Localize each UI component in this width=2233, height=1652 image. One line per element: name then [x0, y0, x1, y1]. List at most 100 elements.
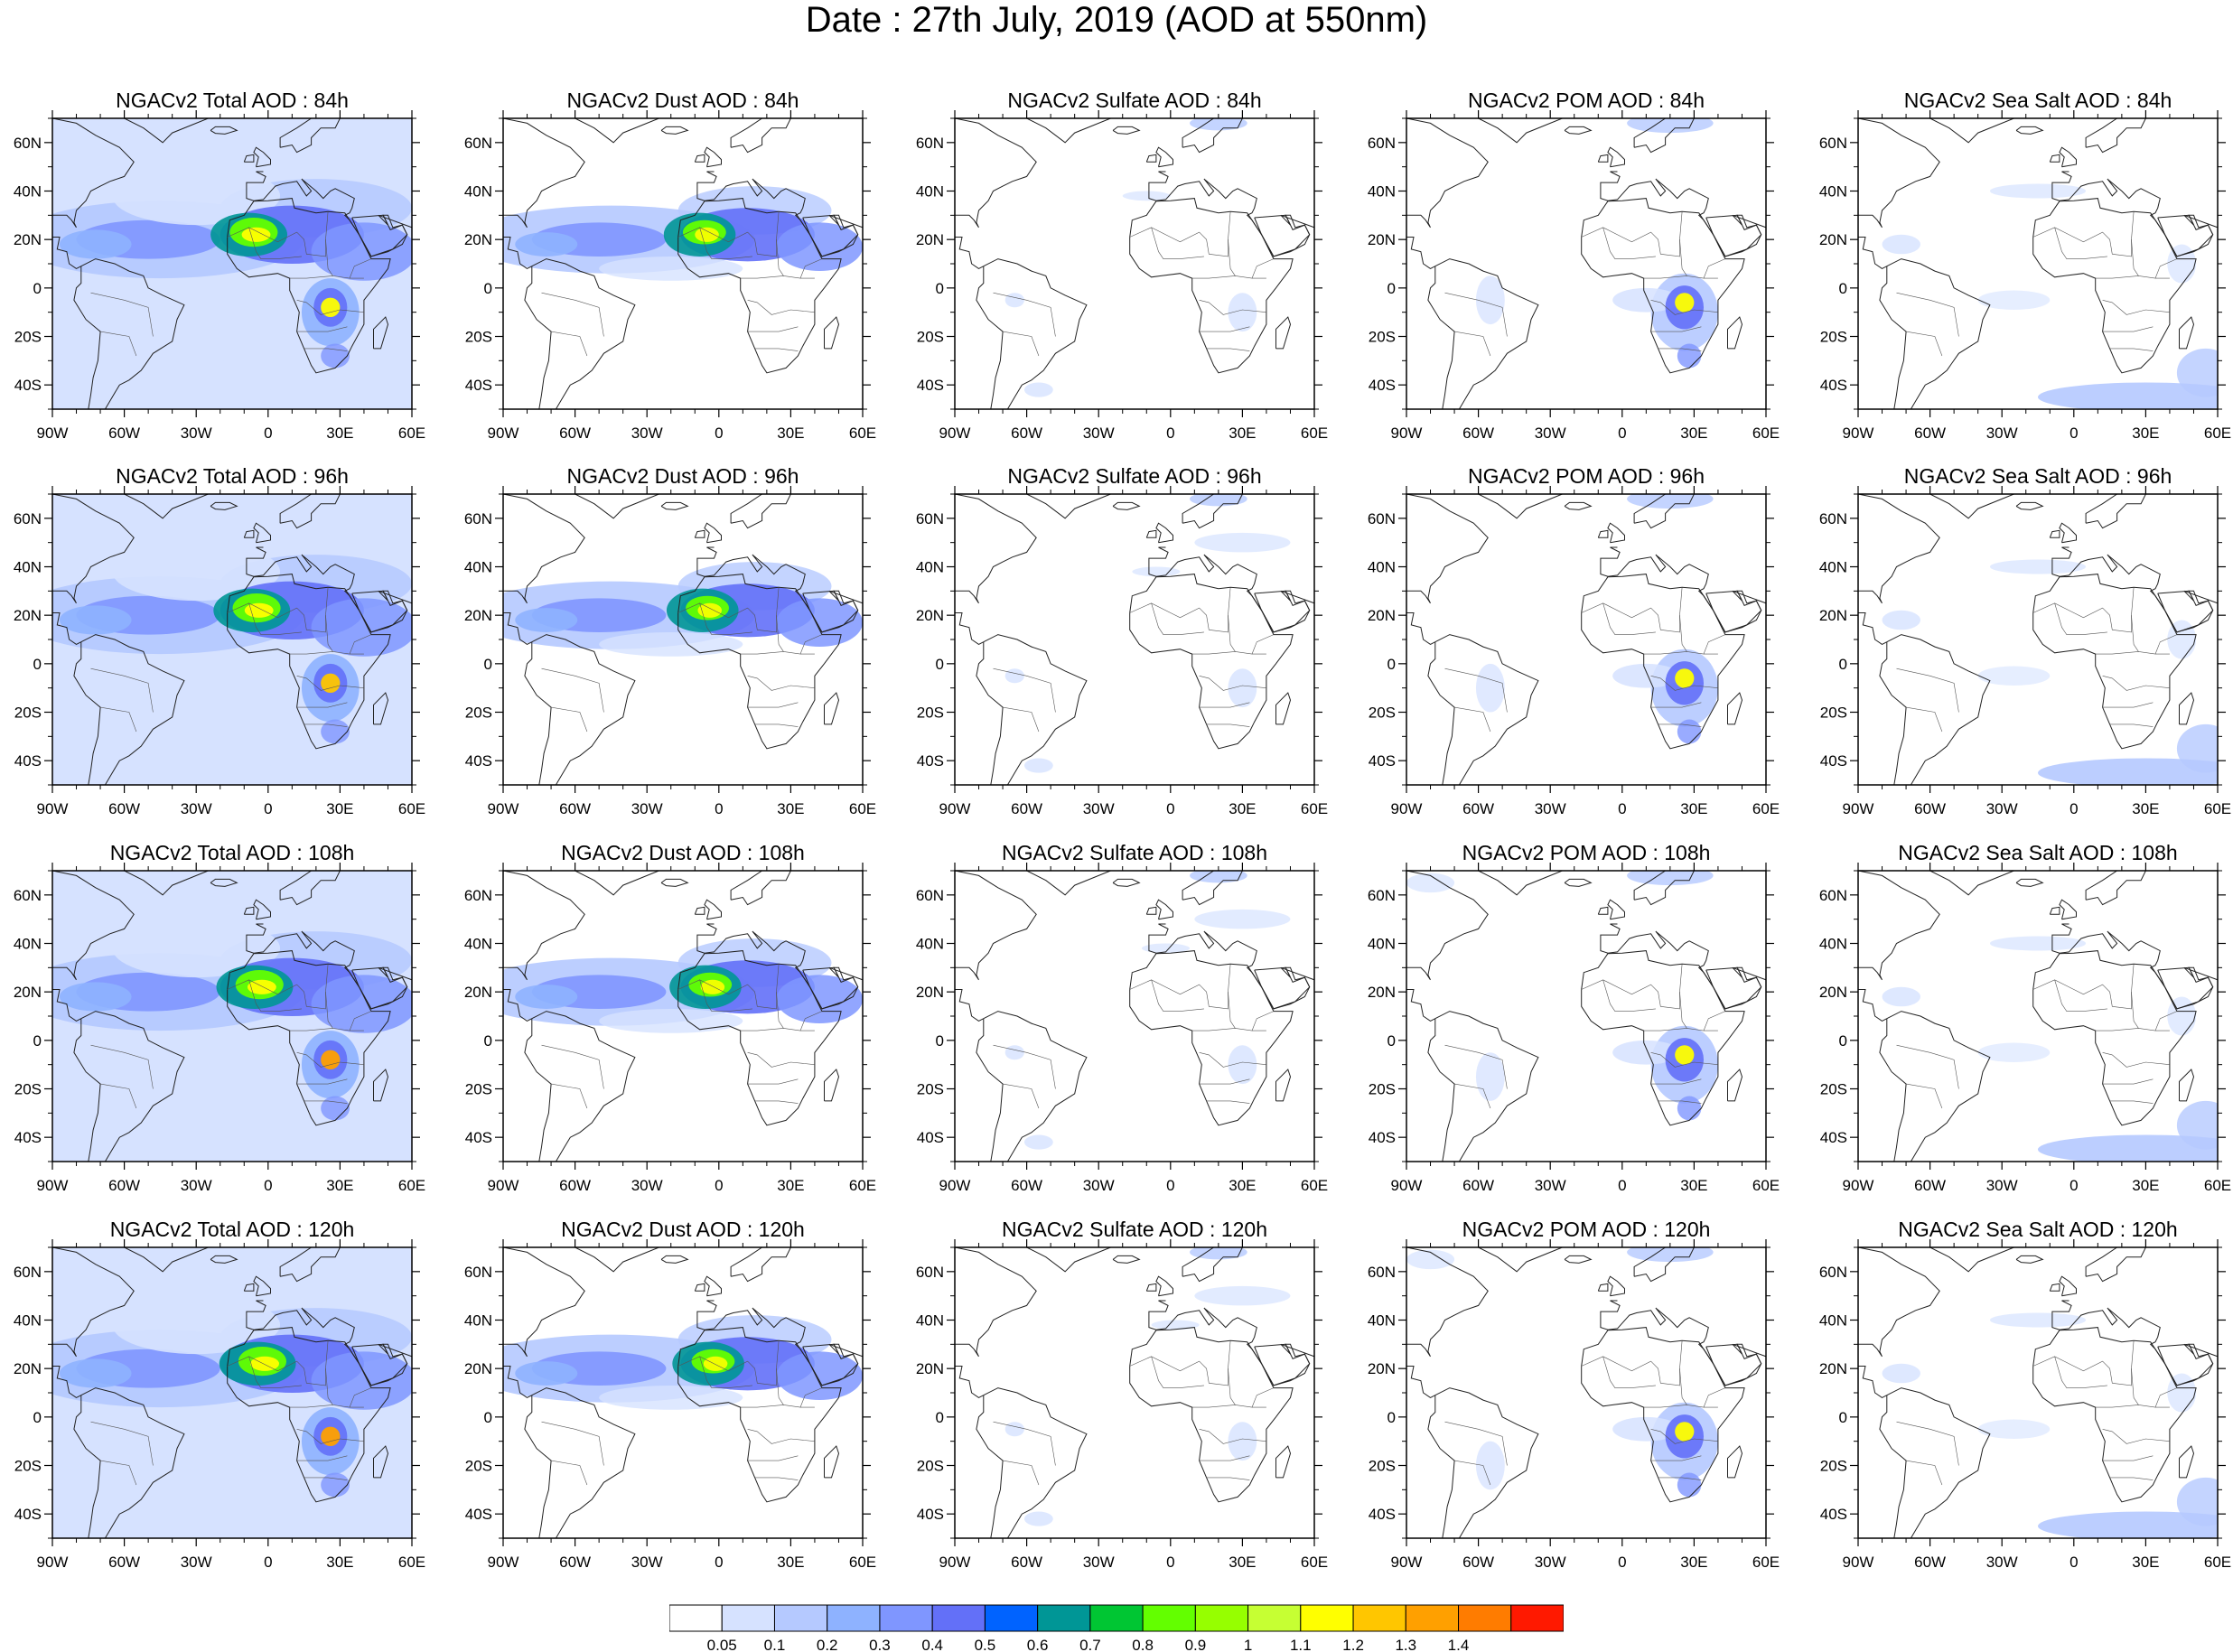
lon-tick-label: 0: [2069, 1177, 2078, 1194]
lat-tick-label: 20S: [14, 1458, 42, 1475]
lat-tick-label: 40S: [465, 377, 492, 394]
panel-title: NGACv2 Sulfate AOD : 120h: [1002, 1218, 1267, 1241]
lat-tick-label: 60N: [14, 510, 42, 527]
lon-tick-label: 60E: [398, 1554, 425, 1571]
lon-tick-label: 60W: [1462, 1554, 1494, 1571]
colorbar-label: 0.3: [869, 1637, 891, 1652]
aod-field: [1004, 871, 1291, 1150]
lon-tick-label: 90W: [1391, 1177, 1423, 1194]
lat-tick-label: 20S: [465, 705, 492, 722]
panel-title: NGACv2 Total AOD : 96h: [116, 464, 349, 488]
map-panel-total-108h: NGACv2 Total AOD : 108h 60N 40N 20N 0 20S 40S 9…: [14, 841, 425, 1194]
lon-tick-label: 0: [2069, 425, 2078, 442]
colorbar-label: 1.4: [1448, 1637, 1470, 1652]
coastlines: [52, 1247, 412, 1538]
colorbar-swatch: [1352, 1604, 1406, 1632]
lat-tick-label: 40N: [916, 559, 944, 576]
lon-tick-label: 60W: [1011, 1554, 1042, 1571]
coastlines: [52, 494, 412, 785]
lat-tick-label: 20S: [1369, 705, 1396, 722]
map-panel-total-120h: NGACv2 Total AOD : 120h 60N 40N 20N 0 20S 40S 9…: [14, 1218, 425, 1571]
lon-tick-label: 0: [715, 1177, 723, 1194]
coastlines: [52, 118, 412, 409]
lat-tick-label: 0: [484, 280, 492, 297]
aod-field: [52, 118, 412, 409]
lat-tick-label: 40S: [465, 1129, 492, 1146]
lat-tick-label: 40N: [1368, 559, 1396, 576]
lon-tick-label: 90W: [1843, 1177, 1874, 1194]
lat-tick-label: 40S: [1820, 1129, 1847, 1146]
lon-tick-label: 0: [715, 1554, 723, 1571]
colorbar-swatch: [879, 1604, 933, 1632]
lon-tick-label: 60E: [398, 800, 425, 817]
lat-tick-label: 40S: [1369, 1129, 1396, 1146]
panel-title: NGACv2 Sulfate AOD : 108h: [1002, 841, 1267, 864]
colorbar-swatch: [1458, 1604, 1512, 1632]
panel-title: NGACv2 POM AOD : 96h: [1468, 464, 1705, 488]
lat-tick-label: 20S: [14, 1081, 42, 1098]
lat-tick-label: 20N: [14, 984, 42, 1001]
map-frame: [1406, 117, 1767, 410]
lat-tick-label: 40S: [917, 752, 944, 770]
lat-tick-label: 20N: [464, 1360, 492, 1377]
aod-field: [1004, 1247, 1291, 1526]
lat-tick-label: 60N: [1819, 887, 1847, 904]
coastlines: [1858, 494, 2218, 785]
lat-tick-label: 20N: [1819, 607, 1847, 624]
lon-tick-label: 30E: [777, 425, 804, 442]
lon-tick-label: 0: [1166, 425, 1174, 442]
lon-tick-label: 30E: [2132, 1177, 2159, 1194]
lat-tick-label: 60N: [916, 1264, 944, 1281]
lon-tick-label: 60E: [398, 425, 425, 442]
map-frame: [1857, 117, 2219, 410]
lon-tick-label: 0: [1166, 800, 1174, 817]
lat-tick-label: 40S: [465, 752, 492, 770]
aod-field: [1882, 936, 2218, 1162]
figure-title: Date : 27th July, 2019 (AOD at 550nm): [805, 0, 1428, 40]
lat-tick-label: 60N: [1819, 510, 1847, 527]
lon-tick-label: 90W: [939, 1177, 971, 1194]
lon-tick-label: 90W: [1391, 800, 1423, 817]
aod-field: [503, 562, 863, 657]
aod-field: [503, 1315, 863, 1410]
colorbar-swatch: [669, 1604, 723, 1632]
lat-tick-label: 60N: [464, 887, 492, 904]
coastlines: [1858, 118, 2218, 409]
lon-tick-label: 30E: [1680, 425, 1707, 442]
lon-tick-label: 60W: [559, 800, 591, 817]
aod-field: [1882, 183, 2218, 409]
coastlines: [1858, 871, 2218, 1162]
lat-tick-label: 0: [33, 1032, 42, 1050]
panel-title: NGACv2 Total AOD : 120h: [110, 1218, 355, 1241]
coastlines: [955, 1247, 1314, 1538]
panel-title: NGACv2 Sea Salt AOD : 96h: [1904, 464, 2172, 488]
lat-tick-label: 40N: [1819, 559, 1847, 576]
panel-title: NGACv2 Sulfate AOD : 84h: [1007, 89, 1261, 112]
lat-tick-label: 40N: [1819, 1312, 1847, 1330]
lon-tick-label: 0: [1166, 1177, 1174, 1194]
colorbar-label: 0.9: [1185, 1637, 1207, 1652]
lon-tick-label: 60W: [1011, 425, 1042, 442]
colorbar-label: 0.5: [975, 1637, 996, 1652]
lon-tick-label: 60W: [1462, 425, 1494, 442]
lon-tick-label: 30W: [181, 800, 212, 817]
lon-tick-label: 90W: [488, 800, 519, 817]
lat-tick-label: 40N: [464, 936, 492, 953]
lat-tick-label: 0: [1839, 656, 1847, 673]
lon-tick-label: 30E: [777, 800, 804, 817]
lon-tick-label: 0: [1618, 425, 1626, 442]
lon-tick-label: 30W: [631, 1177, 663, 1194]
lon-tick-label: 30W: [1986, 1177, 2018, 1194]
lon-tick-label: 0: [1618, 1554, 1626, 1571]
lon-tick-label: 60W: [108, 800, 140, 817]
coastlines: [503, 494, 863, 785]
lat-tick-label: 0: [484, 1032, 492, 1050]
colorbar: 0.05 0.1 0.2 0.3 0.4 0.5 0.6 0.7 0.8 0.9 1 1.1 1.2 1.…: [669, 1604, 1564, 1652]
lon-tick-label: 30E: [777, 1177, 804, 1194]
lon-tick-label: 60E: [849, 800, 876, 817]
aod-field: [1475, 118, 1718, 369]
panel-title: NGACv2 POM AOD : 120h: [1462, 1218, 1711, 1241]
lat-tick-label: 40N: [1368, 1312, 1396, 1330]
map-panel-total-84h: NGACv2 Total AOD : 84h 60N 40N 20N 0 20S 40S 90…: [14, 89, 425, 442]
lon-tick-label: 30W: [1083, 1554, 1115, 1571]
